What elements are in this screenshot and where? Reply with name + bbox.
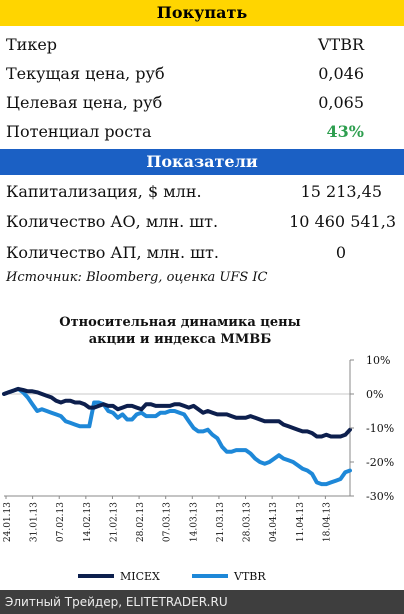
- row-value: 0: [335, 243, 346, 262]
- row-label: Текущая цена, руб: [6, 64, 165, 83]
- row-label: Количество АО, млн. шт.: [6, 212, 219, 231]
- x-tick-label: 14.03.13: [189, 502, 199, 542]
- micex-line: [2, 386, 352, 439]
- y-tick-label: 10%: [366, 354, 390, 367]
- row-common-shares: Количество АО, млн. шт. 10 460 541,3: [0, 207, 404, 236]
- chart-title-line-2: акции и индекса ММВБ: [88, 332, 272, 347]
- row-current-price: Текущая цена, руб 0,046: [0, 59, 404, 88]
- x-tick-label: 24.01.13: [3, 502, 13, 542]
- x-tick-label: 28.03.13: [243, 502, 253, 542]
- potential-value: 43%: [326, 122, 364, 141]
- x-tick-label: 07.02.13: [56, 502, 66, 542]
- legend-label: MICEX: [120, 570, 160, 583]
- vtbr-line: [2, 386, 352, 487]
- row-label: Количество АП, млн. шт.: [6, 243, 219, 262]
- row-label: Капитализация, $ млн.: [6, 182, 202, 201]
- row-value: 15 213,45: [300, 182, 382, 201]
- source-note: Источник: Bloomberg, оценка UFS IC: [6, 270, 268, 285]
- row-capitalization: Капитализация, $ млн. 15 213,45: [0, 177, 404, 206]
- row-value: VTBR: [317, 35, 364, 54]
- x-tick-label: 14.02.13: [83, 502, 93, 542]
- y-tick-label: -30%: [366, 490, 394, 503]
- x-tick-label: 31.01.13: [30, 502, 40, 542]
- y-tick-label: -10%: [366, 422, 394, 435]
- row-value: 0,065: [318, 93, 364, 112]
- x-tick-label: 11.04.13: [296, 502, 306, 542]
- x-tick-label: 18.04.13: [322, 502, 332, 542]
- row-label: Целевая цена, руб: [6, 93, 163, 112]
- x-tick-label: 04.04.13: [269, 502, 279, 542]
- row-ticker: Тикер VTBR: [0, 30, 404, 59]
- x-tick-label: 07.03.13: [163, 502, 173, 542]
- y-tick-label: -20%: [366, 456, 394, 469]
- chart-title-line-1: Относительная динамика цены: [59, 315, 301, 330]
- x-tick-label: 28.02.13: [136, 502, 146, 542]
- row-upside: Потенциал роста 43%: [0, 117, 404, 146]
- legend-label: VTBR: [233, 570, 266, 583]
- row-value: 10 460 541,3: [289, 212, 396, 231]
- x-tick-label: 21.02.13: [109, 502, 119, 542]
- row-value: 0,046: [318, 64, 364, 83]
- row-target-price: Целевая цена, руб 0,065: [0, 88, 404, 117]
- price-chart: 10% 0% -10% -20% -30% 24.01.13 31.01.13 07.02.…: [2, 354, 394, 583]
- row-label: Тикер: [6, 35, 58, 54]
- buy-header: Покупать: [0, 0, 404, 26]
- x-tick-label: 21.03.13: [216, 502, 226, 542]
- footer: Элитный Трейдер, ELITETRADER.RU: [0, 590, 404, 614]
- y-tick-label: 0%: [366, 388, 383, 401]
- row-label: Потенциал роста: [6, 122, 152, 141]
- row-preferred-shares: Количество АП, млн. шт. 0: [0, 238, 404, 267]
- indicators-header: Показатели: [0, 149, 404, 175]
